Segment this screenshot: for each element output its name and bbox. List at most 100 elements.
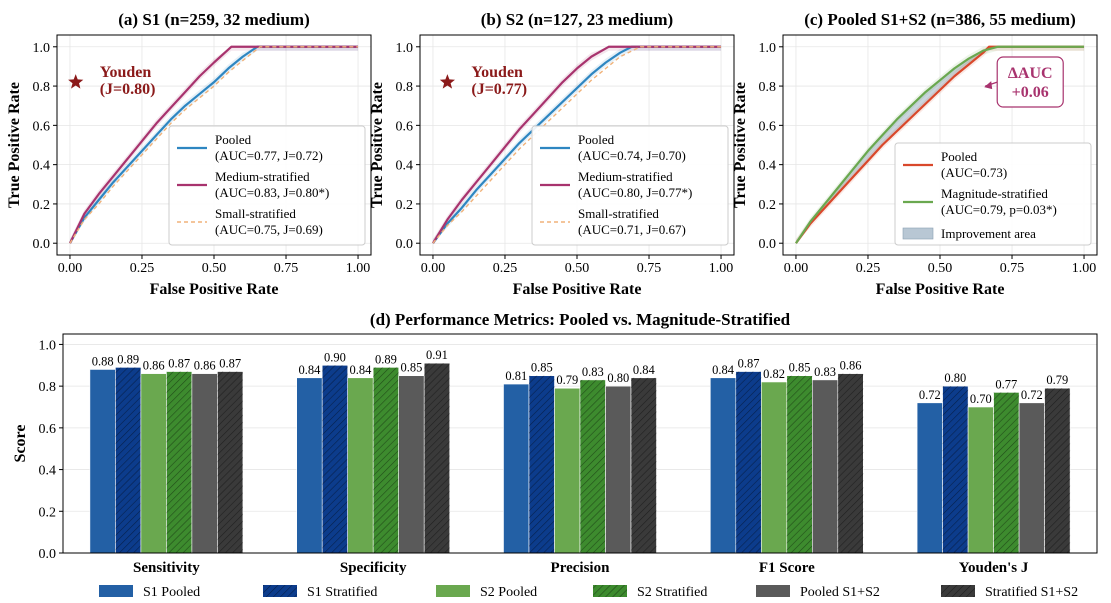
x-axis-label: False Positive Rate [150, 281, 279, 298]
bar-hatch [631, 377, 657, 553]
delta-auc-box [996, 56, 1064, 108]
y-tick-label: 0.4 [759, 159, 777, 174]
roc-curve-small-stratified [69, 46, 359, 244]
bar-hatch [735, 371, 762, 553]
bar-value-label: 0.80 [944, 371, 966, 385]
legend-name: Pooled [578, 132, 615, 147]
bar-value-label: 0.85 [789, 361, 811, 375]
bar-value-label: 0.89 [117, 352, 139, 366]
bar-value-label: 0.86 [840, 359, 862, 373]
bar-value-label: 0.79 [556, 373, 578, 387]
roc-curve-medium-stratified [432, 45, 722, 244]
bar [89, 369, 116, 554]
y-tick-label: 0.6 [39, 422, 57, 437]
y-tick-label: 0.8 [759, 80, 777, 95]
confidence-band [432, 46, 722, 244]
roc-panel-a: 0.00 0.25 0.50 0.75 1.00 0.0 0.2 0.4 0.6 0.8 1.0 (a… [6, 10, 372, 298]
legend-name: S2 Pooled [480, 585, 537, 600]
x-tick-label: 0.50 [565, 261, 590, 276]
y-tick-label: 1.0 [396, 41, 414, 56]
bar-value-label: 0.84 [350, 363, 373, 377]
roc-curve-magnitude-stratified [795, 45, 1085, 244]
legend-box [894, 142, 1092, 246]
roc-panel-b: 0.00 0.25 0.50 0.75 1.00 0.0 0.2 0.4 0.6 0.8 1.0 (b… [369, 10, 735, 298]
legend-swatch-hatch [593, 585, 627, 597]
legend-name: Pooled S1+S2 [800, 585, 880, 600]
bar-value-label: 0.85 [531, 361, 553, 375]
legend-swatch [756, 585, 790, 597]
legend-detail: (AUC=0.75, J=0.69) [215, 222, 323, 237]
y-tick-label: 0.0 [33, 237, 51, 252]
y-tick-label: 0.4 [39, 464, 57, 479]
y-tick-label: 0.4 [396, 159, 414, 174]
category-label: Sensitivity [133, 560, 200, 576]
y-tick-label: 0.4 [33, 159, 51, 174]
legend-name: Medium-stratified [578, 169, 673, 184]
legend-detail: (AUC=0.80, J=0.77*) [578, 185, 692, 200]
y-tick-label: 0.0 [396, 237, 414, 252]
bar-value-label: 0.79 [1046, 373, 1068, 387]
bar-hatch [786, 375, 813, 553]
y-tick-label: 1.0 [39, 338, 57, 353]
x-tick-label: 0.00 [58, 261, 83, 276]
x-tick-label: 0.25 [130, 261, 155, 276]
y-axis-label: True Positive Rate [732, 82, 749, 208]
legend-detail: (AUC=0.71, J=0.67) [578, 222, 686, 237]
bar-value-label: 0.87 [168, 357, 190, 371]
y-tick-label: 1.0 [33, 41, 51, 56]
bar-hatch [942, 386, 969, 553]
bar-value-label: 0.89 [375, 352, 397, 366]
x-tick-label: 0.25 [493, 261, 518, 276]
legend-name: Pooled [941, 149, 978, 164]
panel-title: (a) S1 (n=259, 32 medium) [118, 10, 310, 29]
bar-value-label: 0.88 [92, 354, 114, 368]
bar [916, 402, 943, 554]
legend-swatch-hatch [263, 585, 297, 597]
youden-label: Youden [471, 64, 523, 81]
bar [503, 383, 530, 554]
roc-curve-pooled [795, 45, 1085, 244]
x-axis-label: False Positive Rate [876, 281, 1005, 298]
bar [709, 377, 737, 554]
x-tick-label: 1.00 [1072, 261, 1097, 276]
bar-value-label: 0.72 [919, 388, 941, 402]
youden-label: Youden [100, 64, 152, 81]
bar-hatch [322, 365, 348, 553]
x-tick-label: 0.75 [274, 261, 299, 276]
category-label: Precision [551, 560, 611, 576]
panel-title: (d) Performance Metrics: Pooled vs. Magn… [370, 310, 791, 329]
roc-panel-c: 0.00 0.25 0.50 0.75 1.00 0.0 0.2 0.4 0.6 0.8 1.0 (c… [732, 10, 1098, 298]
x-axis-label: False Positive Rate [513, 281, 642, 298]
roc-curve-pooled [69, 45, 359, 244]
bar [605, 385, 632, 554]
legend-detail: (AUC=0.73) [941, 165, 1007, 180]
legend-swatch [436, 585, 470, 597]
x-tick-label: 0.00 [421, 261, 446, 276]
legend-name: Improvement area [941, 226, 1036, 241]
bar-value-label: 0.91 [426, 348, 448, 362]
bar-hatch [373, 367, 399, 553]
bar-hatch [1044, 388, 1071, 553]
legend-swatch-hatch [941, 585, 975, 597]
bar-value-label: 0.80 [607, 371, 629, 385]
delta-auc-label: ΔAUC [1008, 65, 1053, 82]
x-tick-label: 1.00 [709, 261, 734, 276]
bar-hatch [424, 363, 450, 553]
bar [140, 373, 167, 554]
bar [296, 377, 323, 554]
legend-detail: (AUC=0.79, p=0.03*) [941, 202, 1057, 217]
bar-value-label: 0.83 [814, 365, 836, 379]
x-tick-label: 0.75 [1000, 261, 1025, 276]
bar-hatch [580, 379, 606, 553]
bar-value-label: 0.72 [1021, 388, 1043, 402]
panel-title: (b) S2 (n=127, 23 medium) [481, 10, 673, 29]
x-tick-label: 0.25 [856, 261, 881, 276]
x-tick-label: 1.00 [346, 261, 371, 276]
x-tick-label: 0.50 [202, 261, 227, 276]
y-tick-label: 0.0 [759, 237, 777, 252]
legend-name: S1 Pooled [143, 585, 200, 600]
y-tick-label: 0.6 [33, 119, 51, 134]
bar-value-label: 0.84 [299, 363, 322, 377]
bar-hatch [217, 371, 243, 553]
y-tick-label: 0.8 [39, 380, 57, 395]
